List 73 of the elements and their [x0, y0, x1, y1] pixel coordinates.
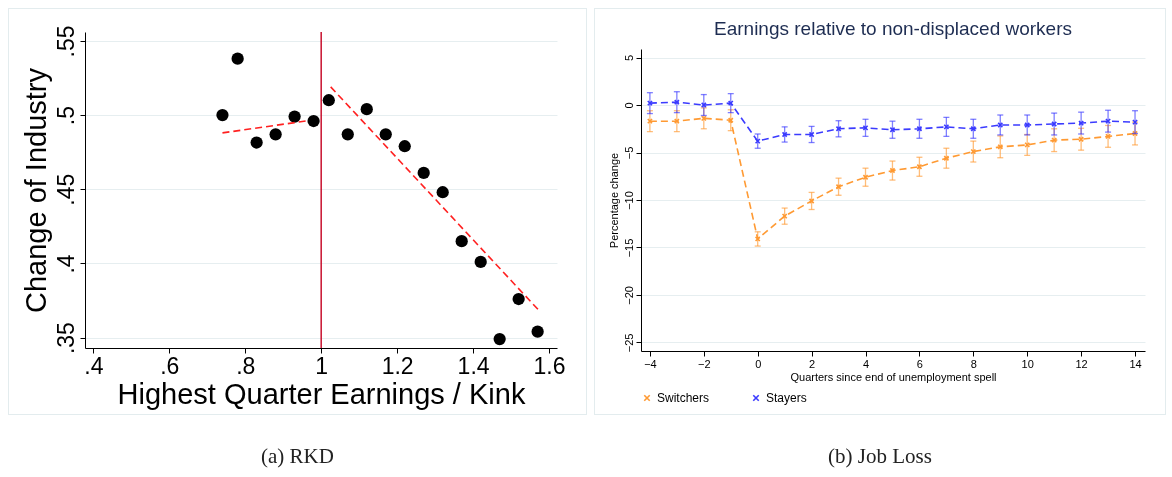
x-tick-label: 1.6	[533, 352, 566, 379]
y-tick-label: −10	[622, 191, 635, 210]
point	[970, 125, 977, 132]
y-tick-label: −15	[622, 238, 635, 258]
point	[997, 143, 1004, 150]
x-tick-label: 10	[1021, 357, 1034, 370]
point	[970, 148, 977, 155]
point	[512, 292, 525, 306]
legend-label: Switchers	[657, 391, 710, 405]
x-tick-label: 1	[315, 352, 329, 379]
x-tick-label: 2	[809, 357, 816, 370]
point	[889, 167, 896, 174]
x-tick-label: 1.2	[381, 352, 414, 379]
y-tick-label: 0	[622, 102, 635, 109]
point	[455, 235, 468, 248]
y-tick-label: .55	[52, 25, 79, 58]
y-tick-label: .4	[52, 254, 79, 274]
point	[307, 114, 320, 128]
x-tick-label: 4	[862, 357, 870, 370]
y-tick-label: .35	[52, 322, 79, 355]
y-tick-label: .5	[52, 105, 79, 126]
x-tick-label: 6	[916, 357, 923, 370]
x-tick-label: 12	[1075, 357, 1088, 370]
x-tick-label: −4	[644, 357, 657, 370]
y-tick-label: 5	[622, 54, 635, 62]
point	[341, 128, 354, 141]
x-tick-label: 0	[755, 357, 762, 370]
point	[1078, 136, 1085, 143]
point	[398, 140, 411, 153]
y-axis-title: Percentage change	[607, 152, 620, 249]
x-tick-label: .8	[236, 352, 256, 379]
point	[322, 94, 335, 107]
point	[493, 332, 506, 346]
point	[646, 118, 653, 125]
x-tick-label: 1.4	[457, 352, 490, 379]
y-axis-title: Change of Industry	[19, 67, 52, 314]
point	[781, 131, 788, 138]
point	[360, 103, 373, 116]
point	[231, 52, 244, 65]
y-tick-label: −25	[622, 333, 635, 353]
point	[474, 255, 487, 269]
legend-label: Stayers	[766, 391, 807, 405]
point	[1078, 120, 1085, 126]
y-tick-label: −20	[622, 286, 635, 305]
x-tick-label: 8	[970, 357, 977, 370]
point	[436, 186, 449, 199]
x-tick-label: −2	[698, 357, 711, 370]
y-tick-label: .45	[52, 173, 79, 206]
point	[673, 99, 680, 106]
point	[1051, 137, 1058, 144]
chart-title: Earnings relative to non-displaced workers	[713, 18, 1073, 39]
point	[673, 118, 680, 125]
x-axis-title: Quarters since end of unemployment spell	[790, 370, 997, 383]
point	[417, 166, 430, 180]
point	[808, 131, 815, 138]
text: (b) Job Loss	[827, 444, 933, 469]
point	[379, 128, 392, 141]
point	[216, 108, 229, 122]
text: (a) RKD	[260, 444, 335, 469]
point	[288, 110, 301, 123]
x-tick-label: .6	[160, 352, 180, 379]
y-tick-label: −5	[622, 146, 635, 160]
x-axis-title: Highest Quarter Earnings / Kink	[117, 377, 526, 410]
point	[250, 136, 263, 149]
x-tick-label: 14	[1129, 357, 1142, 370]
x-tick-label: .4	[84, 352, 104, 379]
point	[700, 115, 707, 122]
point	[531, 325, 544, 338]
point	[1024, 142, 1031, 148]
point	[727, 117, 734, 124]
point	[1105, 118, 1111, 125]
point	[646, 100, 653, 107]
point	[269, 128, 282, 141]
